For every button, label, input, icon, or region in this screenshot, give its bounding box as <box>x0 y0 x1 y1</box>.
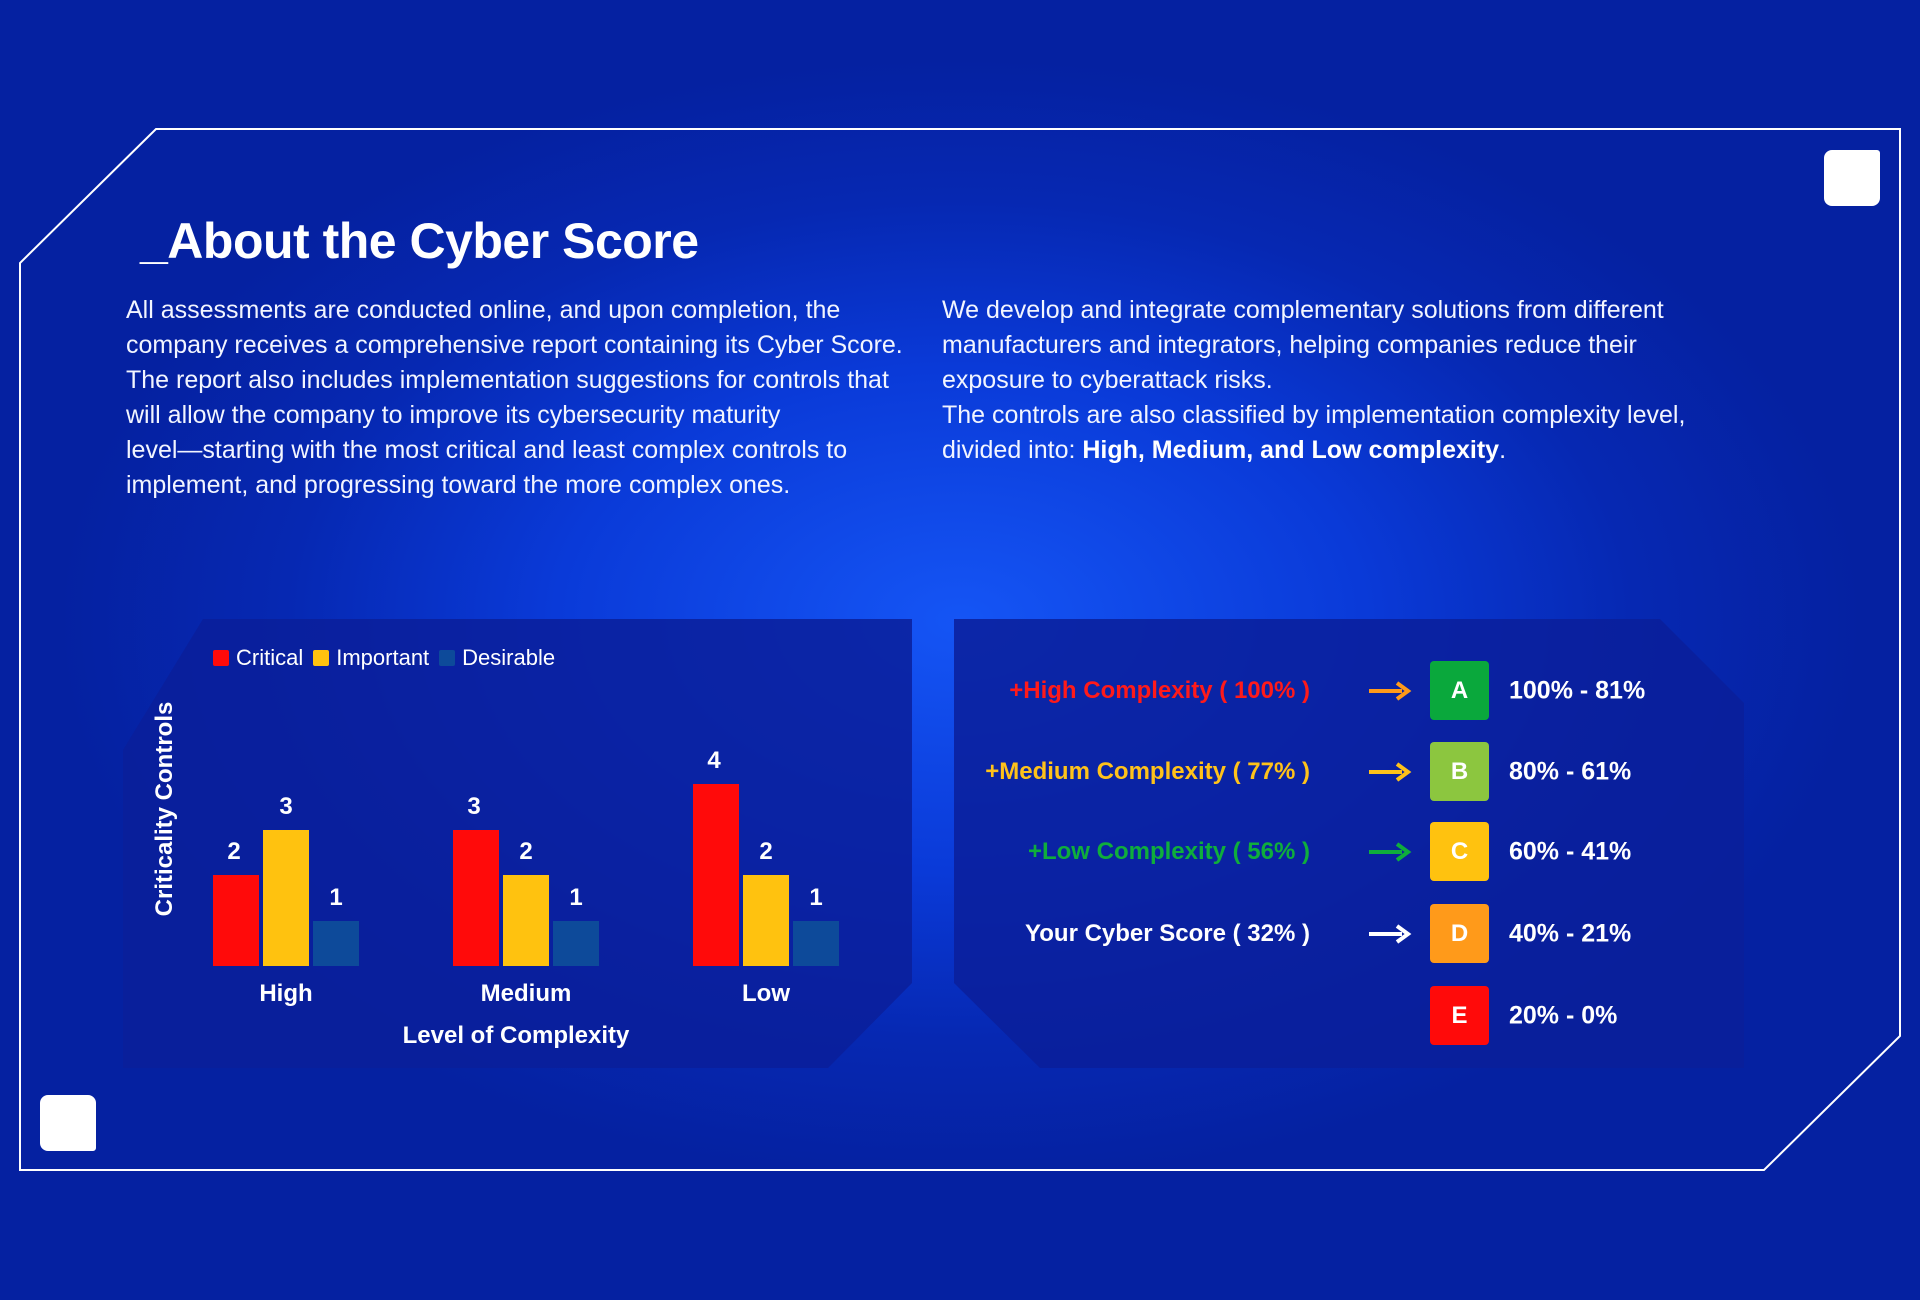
grade-badge-a: A <box>1430 661 1489 720</box>
legend-label-important: Important <box>336 645 430 670</box>
grade-badge-b: B <box>1430 742 1489 801</box>
intro-left-line: will allow the company to improve its cy… <box>126 401 781 429</box>
bar-value-label: 2 <box>759 838 773 865</box>
legend-item-important: Important <box>313 645 429 671</box>
corner-square-top-right <box>1824 150 1880 206</box>
grade-badge-d: D <box>1430 904 1489 963</box>
grade-badge-e: E <box>1430 986 1489 1045</box>
bar-desirable-medium <box>553 920 599 966</box>
bar-value-label: 3 <box>279 792 293 820</box>
score-row-a: +High Complexity ( 100% ) A 100% - 81% <box>960 661 1860 721</box>
bar-desirable-high <box>313 920 359 966</box>
arrow-right-icon <box>1369 681 1412 701</box>
intro-left-paragraph: All assessments are conducted online, an… <box>126 293 916 503</box>
bar-desirable-low <box>793 920 839 966</box>
category-label-high: High <box>259 980 313 1007</box>
bar-important-high <box>263 829 309 966</box>
intro-right-line: manufacturers and integrators, helping c… <box>942 331 1637 359</box>
bar-value-label: 2 <box>227 838 241 865</box>
arrow-right-icon <box>1369 924 1412 944</box>
corner-square-bottom-left <box>40 1095 96 1151</box>
score-row-e: E 20% - 0% <box>960 986 1860 1046</box>
score-row-b: +Medium Complexity ( 77% ) B 80% - 61% <box>960 742 1860 802</box>
bar-critical-high <box>213 875 259 966</box>
score-complexity-label: +Medium Complexity ( 77% ) <box>985 758 1310 785</box>
bar-important-medium <box>503 875 549 966</box>
chart-x-axis-label: Level of Complexity <box>402 1022 630 1049</box>
arrow-right-icon <box>1369 842 1412 862</box>
bar-value-label: 1 <box>809 883 823 911</box>
grade-range-label: 80% - 61% <box>1509 757 1632 786</box>
grade-range-label: 100% - 81% <box>1509 676 1646 705</box>
intro-right-line: The controls are also classified by impl… <box>942 401 1686 429</box>
intro-right-prefix: divided into: <box>942 436 1083 464</box>
intro-right-line: exposure to cyberattack risks. <box>942 366 1273 394</box>
bar-important-low <box>743 875 789 966</box>
legend-item-desirable: Desirable <box>439 645 555 671</box>
intro-right-line-last: divided into: High, Medium, and Low comp… <box>942 433 1742 468</box>
score-row-d: Your Cyber Score ( 32% ) D 40% - 21% <box>960 904 1860 964</box>
legend-label-desirable: Desirable <box>462 645 556 670</box>
page-title: _About the Cyber Score <box>140 213 699 269</box>
intro-right-line: We develop and integrate complementary s… <box>942 296 1664 324</box>
bar-value-label: 4 <box>707 747 721 774</box>
score-complexity-label: +Low Complexity ( 56% ) <box>1027 838 1310 865</box>
legend-label-critical: Critical <box>236 645 304 670</box>
legend-swatch-desirable <box>439 650 456 666</box>
intro-left-line: The report also includes implementation … <box>126 366 889 394</box>
legend-swatch-important <box>313 650 330 666</box>
chart-y-axis-label: Criticality Controls <box>151 701 178 917</box>
bar-value-label: 2 <box>519 838 533 865</box>
arrow-right-icon <box>1369 762 1412 782</box>
bar-value-label: 3 <box>467 792 481 820</box>
intro-right-paragraph: We develop and integrate complementary s… <box>942 293 1742 468</box>
category-label-low: Low <box>742 980 790 1007</box>
intro-left-line: implement, and progressing toward the mo… <box>126 471 791 499</box>
intro-left-line: company receives a comprehensive report … <box>126 331 903 359</box>
legend-item-critical: Critical <box>213 645 303 671</box>
score-complexity-label: Your Cyber Score ( 32% ) <box>1025 920 1310 947</box>
grade-range-label: 20% - 0% <box>1509 1001 1618 1030</box>
intro-left-line: All assessments are conducted online, an… <box>126 296 841 324</box>
bar-critical-low <box>693 784 739 966</box>
bar-value-label: 1 <box>329 883 343 911</box>
bar-critical-medium <box>453 829 499 966</box>
grade-range-label: 40% - 21% <box>1509 919 1632 948</box>
intro-right-suffix: . <box>1499 436 1507 464</box>
grade-badge-c: C <box>1430 822 1489 881</box>
score-row-c: +Low Complexity ( 56% ) C 60% - 41% <box>960 822 1860 882</box>
grade-range-label: 60% - 41% <box>1509 837 1632 866</box>
bar-value-label: 1 <box>569 883 583 911</box>
legend-swatch-critical <box>213 650 229 666</box>
category-label-medium: Medium <box>480 980 572 1007</box>
intro-left-line: level—starting with the most critical an… <box>126 436 848 464</box>
intro-right-bold: High, Medium, and Low complexity <box>1082 436 1500 464</box>
chart-legend: Critical Important Desirable <box>213 645 555 671</box>
score-complexity-label: +High Complexity ( 100% ) <box>1009 677 1310 704</box>
